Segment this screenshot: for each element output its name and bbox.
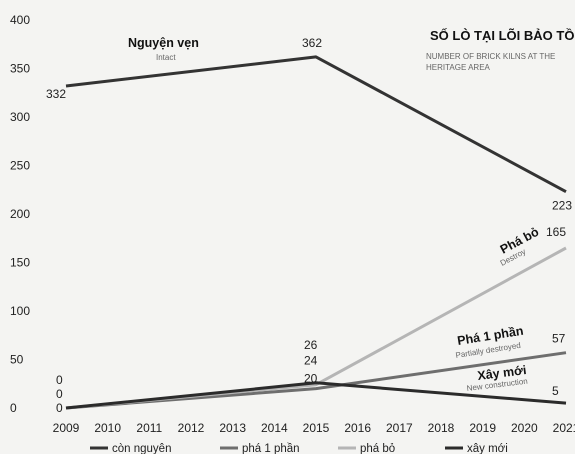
x-tick-label: 2015: [303, 421, 330, 435]
y-tick-label: 0: [10, 401, 17, 415]
y-tick-label: 350: [10, 62, 30, 76]
x-tick-label: 2011: [136, 421, 162, 435]
series-annotation-4: Xây mới: [477, 363, 528, 383]
x-tick-label: 2021: [553, 421, 575, 435]
series-lines: [65, 55, 567, 410]
value-label: 165: [546, 225, 566, 239]
legend-label: còn nguyên: [112, 443, 171, 454]
x-tick-label: 2020: [511, 421, 538, 435]
value-label: 26: [304, 338, 318, 352]
x-tick-label: 2009: [53, 421, 80, 435]
x-tick-label: 2017: [386, 421, 413, 435]
series-line-1: [65, 55, 567, 194]
value-label: 0: [56, 401, 63, 415]
value-label: 24: [304, 354, 318, 368]
value-label: 57: [552, 332, 566, 346]
value-label: 5: [552, 384, 559, 398]
y-tick-label: 400: [10, 13, 30, 27]
value-label: 20: [304, 372, 318, 386]
legend: còn nguyên phá 1 phần phá bỏ xây mới: [90, 443, 508, 454]
legend-label: phá bỏ: [360, 443, 395, 454]
x-axis: 2009 2010 2011 2012 2013 2014 2015 2016 2017 2018…: [53, 421, 575, 435]
x-tick-label: 2012: [178, 421, 205, 435]
value-label: 332: [46, 87, 66, 101]
y-axis: 0 50 100 150 200 250 300 350 400: [10, 13, 30, 415]
series-annotation-1: Nguyện vẹn: [128, 36, 199, 50]
y-tick-label: 250: [10, 159, 30, 173]
x-tick-label: 2019: [469, 421, 496, 435]
series-annotation-sub-1: Intact: [156, 53, 176, 62]
chart-title-block: SỐ LÒ TẠI LÕI BẢO TỒN NUMBER OF BRICK KI…: [426, 28, 575, 72]
legend-label: xây mới: [467, 443, 508, 454]
value-label: 362: [302, 36, 322, 50]
x-tick-label: 2016: [344, 421, 371, 435]
value-labels: 332 362 223 0 20 57 0 24 165 0 26 5: [46, 36, 572, 415]
legend-label: phá 1 phần: [242, 443, 300, 454]
y-tick-label: 50: [10, 353, 24, 367]
x-tick-label: 2013: [219, 421, 246, 435]
y-tick-label: 150: [10, 256, 30, 270]
y-tick-label: 200: [10, 207, 30, 221]
y-tick-label: 300: [10, 110, 30, 124]
x-tick-label: 2018: [428, 421, 455, 435]
y-tick-label: 100: [10, 304, 30, 318]
value-label: 0: [56, 387, 63, 401]
chart-title: SỐ LÒ TẠI LÕI BẢO TỒN: [430, 28, 575, 43]
chart-subtitle-line2: HERITAGE AREA: [426, 63, 491, 72]
chart-subtitle-line1: NUMBER OF BRICK KILNS AT THE: [426, 52, 555, 61]
x-tick-label: 2014: [261, 421, 288, 435]
value-label: 0: [56, 373, 63, 387]
x-tick-label: 2010: [94, 421, 121, 435]
series-line-4: [65, 381, 567, 410]
value-label: 223: [552, 199, 572, 213]
